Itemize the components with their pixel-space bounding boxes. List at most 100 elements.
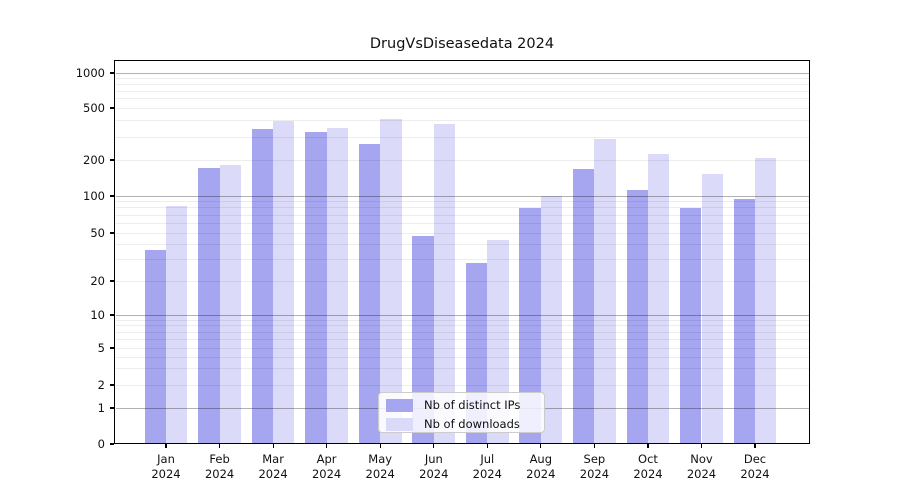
x-tick-month: Oct [638,452,658,466]
y-tick-label-10: 10 [90,308,105,322]
x-tick-label-aug: Aug 2024 [511,452,571,482]
bar-apr-distinct-ips [305,132,327,444]
y-tick-label-5: 5 [97,341,105,355]
bar-sep-distinct-ips [573,169,595,444]
x-tick-month: Aug [529,452,553,466]
gridline-minor-6 [116,338,809,340]
gridline-minor-3 [116,368,809,370]
x-tick-mark-nov [700,444,703,449]
x-tick-label-apr: Apr 2024 [297,452,357,482]
y-tick-label-50: 50 [90,226,105,240]
bar-dec-downloads [755,158,777,444]
gridline-minor-40 [116,244,809,246]
x-tick-label-feb: Feb 2024 [190,452,250,482]
bar-jan-downloads [166,205,188,444]
gridline-minor-300 [116,136,809,138]
x-tick-mark-jan [165,444,167,449]
gridline-major-100 [116,195,809,197]
x-tick-mark-oct [647,444,649,449]
bar-jan-distinct-ips [144,250,166,444]
legend-item-downloads: Nb of downloads [386,415,544,433]
x-tick-year: 2024 [311,467,342,481]
spine-bottom [114,443,811,445]
bar-oct-distinct-ips [626,190,648,444]
y-tick-label-500: 500 [83,101,105,115]
gridline-minor-9 [116,319,809,321]
gridline-major-1000 [116,72,809,74]
gridline-minor-60 [116,222,809,224]
x-tick-label-sep: Sep 2024 [564,452,624,482]
x-tick-mark-jun [433,444,435,449]
y-tick-label-200: 200 [83,153,105,167]
chart-title: DrugVsDiseasedata 2024 [369,36,555,52]
bar-nov-downloads [701,173,723,444]
x-tick-mark-aug [540,444,542,449]
bar-may-downloads [380,119,402,444]
x-tick-label-jul: Jul 2024 [457,452,517,482]
x-tick-label-oct: Oct 2024 [618,452,678,482]
gridline-minor-600 [116,98,809,100]
gridline-minor-90 [116,201,809,203]
x-tick-year: 2024 [472,467,502,481]
x-tick-label-nov: Nov 2024 [672,452,732,482]
bar-jun-downloads [433,124,456,444]
gridline-minor-500 [116,107,809,109]
bar-feb-distinct-ips [198,168,220,444]
bar-apr-downloads [326,128,348,444]
x-tick-label-mar: Mar 2024 [243,452,303,482]
gridline-minor-200 [116,159,809,161]
x-tick-month: Apr [316,452,337,466]
y-tick-mark-1 [110,407,114,409]
gridline-minor-800 [116,83,809,85]
x-tick-year: 2024 [633,467,663,481]
y-tick-mark-20 [110,280,114,282]
x-tick-month: May [368,452,393,466]
bar-aug-downloads [540,195,563,444]
x-tick-year: 2024 [258,467,288,481]
x-tick-mark-feb [219,444,221,449]
gridline-minor-900 [116,77,809,79]
x-tick-year: 2024 [204,467,235,481]
x-tick-label-dec: Dec 2024 [725,452,785,482]
y-tick-mark-0 [110,443,114,445]
x-tick-year: 2024 [686,467,717,481]
bar-feb-downloads [219,164,241,444]
bar-oct-downloads [648,154,670,444]
x-tick-label-jan: Jan 2024 [136,452,196,482]
x-tick-year: 2024 [579,467,610,481]
bar-mar-distinct-ips [251,129,274,444]
y-tick-label-20: 20 [90,274,105,288]
y-tick-label-0: 0 [97,437,105,451]
legend-swatch-icon [386,398,413,412]
gridline-minor-7 [116,331,809,333]
x-tick-month: Jan [157,452,175,466]
legend-item-distinct-ips: Nb of distinct IPs [386,396,544,414]
bar-sep-downloads [594,138,616,444]
y-tick-mark-2 [110,384,114,386]
y-tick-label-100: 100 [83,189,105,203]
spine-left [114,60,116,445]
bar-nov-distinct-ips [680,207,702,444]
x-tick-year: 2024 [419,467,449,481]
gridline-minor-70 [116,214,809,216]
x-tick-mark-dec [754,444,756,449]
gridline-minor-400 [116,120,809,122]
x-tick-label-may: May 2024 [350,452,410,482]
y-tick-mark-100 [110,195,114,197]
gridline-minor-5 [116,347,809,349]
gridline-minor-8 [116,325,809,327]
x-tick-mark-may [379,444,381,449]
y-tick-label-1000: 1000 [75,66,105,80]
bar-mar-downloads [273,120,295,444]
y-tick-mark-50 [110,232,114,234]
spine-top [114,60,811,62]
bar-dec-distinct-ips [733,198,755,444]
x-tick-month: Feb [209,452,230,466]
x-tick-mark-jul [486,444,488,449]
legend: Nb of distinct IPs Nb of downloads [378,392,545,433]
y-tick-mark-200 [110,159,114,161]
gridline-minor-700 [116,90,809,92]
gridline-minor-4 [116,356,809,358]
x-tick-year: 2024 [740,467,770,481]
x-tick-mark-mar [272,444,274,449]
